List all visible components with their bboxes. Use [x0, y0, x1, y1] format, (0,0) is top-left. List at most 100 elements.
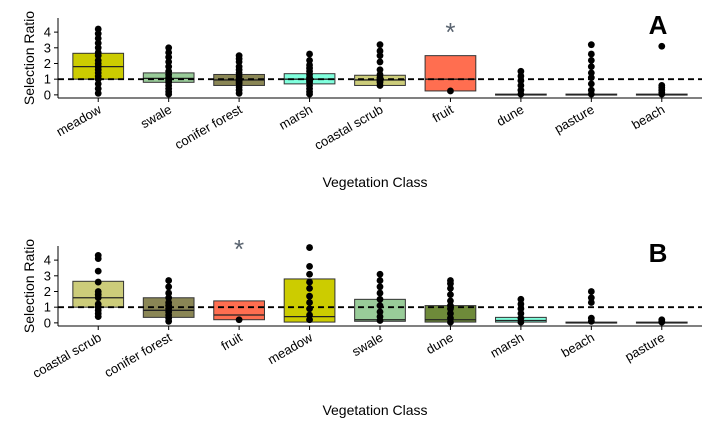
data-point	[447, 305, 454, 313]
y-tick-label: 4	[44, 253, 51, 268]
data-point	[165, 294, 173, 302]
data-point	[587, 288, 595, 295]
data-point	[94, 39, 102, 47]
data-point	[165, 58, 173, 66]
y-axis-title: Selection Ratio	[21, 239, 37, 333]
x-tick-label: swale	[349, 330, 385, 360]
data-point	[587, 90, 595, 98]
y-tick-label: 0	[44, 315, 51, 330]
data-point	[517, 67, 525, 75]
panel-label: B	[649, 238, 668, 268]
y-tick-label: 1	[44, 72, 51, 87]
data-point	[165, 90, 173, 98]
x-tick-label: marsh	[276, 102, 315, 133]
data-point	[376, 289, 384, 297]
data-point	[306, 311, 313, 319]
y-tick-label: 2	[44, 56, 51, 71]
data-point	[306, 278, 313, 286]
box-fruit	[424, 55, 477, 92]
x-tick-label: meadow	[265, 329, 316, 367]
y-tick-label: 4	[44, 25, 51, 40]
data-point	[587, 50, 595, 58]
data-point	[517, 82, 525, 89]
data-point	[306, 292, 313, 300]
data-point	[306, 316, 313, 324]
data-point	[94, 255, 102, 262]
x-tick-label: fruit	[218, 329, 245, 353]
data-point	[658, 318, 666, 326]
y-tick-label: 1	[44, 300, 51, 315]
x-tick-label: conifer forest	[172, 101, 245, 152]
data-point	[447, 297, 454, 305]
data-point	[165, 317, 173, 325]
data-point	[306, 262, 313, 270]
y-tick-label: 2	[44, 284, 51, 299]
data-point	[165, 63, 173, 71]
data-point	[447, 280, 454, 288]
data-point	[517, 300, 525, 308]
y-tick-label: 3	[44, 268, 51, 283]
data-point	[165, 53, 173, 61]
data-point	[306, 244, 313, 251]
data-point	[306, 305, 313, 313]
data-point	[306, 56, 313, 64]
data-point	[376, 283, 384, 291]
data-point	[94, 44, 102, 52]
data-point	[376, 58, 384, 66]
data-point	[587, 69, 595, 77]
data-point	[376, 270, 384, 278]
data-point	[376, 302, 384, 310]
data-point	[376, 47, 384, 55]
data-point	[94, 30, 102, 38]
data-point	[587, 80, 595, 88]
data-point	[306, 284, 313, 292]
data-point	[94, 294, 102, 302]
data-point	[376, 66, 384, 74]
y-tick-label: 0	[44, 87, 51, 102]
data-point	[94, 75, 102, 83]
x-tick-label: coastal scrub	[312, 102, 386, 153]
data-point	[376, 317, 384, 324]
data-point	[376, 277, 384, 284]
data-point	[235, 316, 243, 324]
data-point	[447, 284, 454, 292]
data-point	[165, 277, 173, 284]
data-point	[517, 90, 525, 98]
data-point	[376, 82, 384, 89]
data-point	[587, 299, 595, 306]
data-point	[517, 305, 525, 313]
data-point	[517, 72, 525, 80]
data-point	[517, 77, 525, 85]
data-point	[376, 41, 384, 49]
data-point	[94, 267, 102, 275]
data-point	[306, 299, 313, 306]
data-point	[587, 56, 595, 64]
x-tick-label: pasture	[552, 102, 597, 137]
x-axis-title: Vegetation Class	[322, 402, 427, 418]
data-point	[235, 89, 243, 97]
x-tick-label: fruit	[430, 101, 457, 125]
x-tick-label: beach	[629, 102, 667, 133]
data-point	[306, 50, 313, 58]
x-tick-label: conifer forest	[102, 329, 175, 380]
data-point	[165, 44, 173, 52]
x-tick-label: dune	[494, 102, 527, 129]
data-point	[587, 294, 595, 302]
data-point	[165, 283, 173, 291]
data-point	[587, 74, 595, 82]
data-point	[94, 85, 102, 92]
data-point	[165, 289, 173, 297]
data-point	[517, 295, 525, 303]
data-point	[658, 42, 666, 50]
data-point	[94, 278, 102, 286]
x-tick-label: beach	[559, 330, 597, 361]
data-point	[94, 52, 102, 60]
x-tick-label: pasture	[622, 330, 667, 365]
data-point	[94, 313, 102, 320]
data-point	[376, 308, 384, 316]
data-point	[587, 63, 595, 71]
y-tick-label: 3	[44, 40, 51, 55]
